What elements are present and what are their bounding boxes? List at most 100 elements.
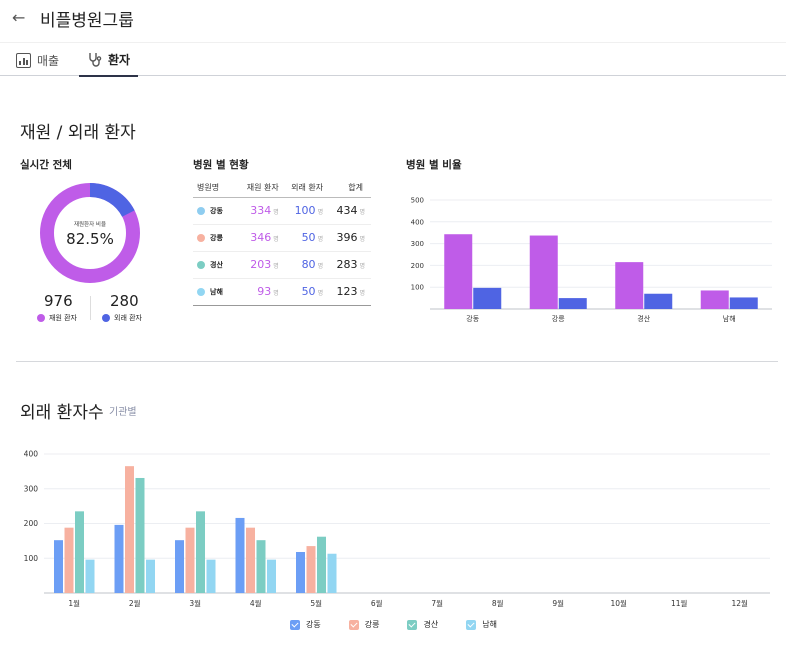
bar[interactable] (729, 297, 758, 309)
checkbox-icon[interactable] (466, 619, 477, 630)
outpatient-value: 100 (294, 204, 316, 217)
bar[interactable] (235, 517, 245, 593)
monthly-chart-legend: 강동 강릉 경산 남해 (290, 619, 497, 630)
total-value: 434 (336, 204, 358, 217)
bar[interactable] (185, 527, 195, 593)
hospital-name: 남해 (210, 287, 223, 296)
y-tick-label: 300 (411, 240, 424, 248)
col-header-in: 재원 환자 (234, 179, 279, 198)
outpatient-value: 50 (301, 285, 316, 298)
y-tick-label: 200 (24, 519, 39, 528)
hospital-color-dot (197, 206, 205, 215)
status-title: 병원 별 현황 (193, 159, 249, 171)
page-title: 비플병원그룹 (40, 11, 134, 31)
outpatient-cell: 80 명 (278, 251, 324, 279)
realtime-title: 실시간 전체 (20, 159, 72, 171)
bar[interactable] (125, 466, 134, 593)
unit-label: 명 (317, 236, 324, 243)
bar[interactable] (317, 536, 326, 593)
bar[interactable] (529, 235, 558, 309)
bar[interactable] (85, 559, 95, 593)
ratio-title: 병원 별 비율 (406, 159, 462, 171)
bar[interactable] (444, 234, 473, 309)
bar[interactable] (75, 511, 84, 593)
tab-patients[interactable]: 환자 (79, 43, 139, 77)
outpatient-value: 50 (301, 231, 316, 244)
hospital-name-cell: 강동 (193, 197, 235, 225)
legend-item[interactable]: 강릉 (348, 619, 380, 630)
outpatient-dot (102, 314, 110, 322)
checkbox-icon[interactable] (290, 619, 300, 630)
legend-item[interactable]: 남해 (466, 619, 497, 630)
unit-label: 명 (359, 263, 365, 270)
bar[interactable] (64, 527, 74, 593)
y-tick-label: 400 (24, 450, 39, 459)
legend-inpatient-label: 재원 환자 (49, 314, 77, 322)
legend-item[interactable]: 강동 (290, 619, 321, 630)
x-tick-label: 1월 (68, 598, 80, 608)
arrow-left-icon[interactable]: ← (12, 8, 26, 27)
inpatient-value: 93 (257, 285, 272, 298)
checkbox-icon[interactable] (407, 619, 418, 630)
bar[interactable] (114, 524, 124, 593)
tab-label: 환자 (108, 52, 131, 67)
x-tick-label: 남해 (723, 314, 736, 323)
table-row: 남해 93 명 50 명 123 명 (193, 278, 371, 306)
col-header-out: 외래 환자 (278, 179, 324, 198)
inpatient-count: 976 (44, 292, 73, 310)
hospital-name: 경산 (210, 260, 223, 269)
bar[interactable] (306, 546, 316, 593)
bar[interactable] (558, 298, 587, 309)
count-divider (90, 296, 91, 320)
hospital-name: 강동 (210, 206, 223, 215)
total-cell: 396 명 (323, 224, 371, 252)
hospital-color-dot (197, 287, 205, 296)
bar[interactable] (327, 553, 337, 593)
legend-label: 남해 (482, 620, 497, 629)
x-tick-label: 4월 (250, 598, 262, 608)
bar[interactable] (175, 540, 184, 593)
y-tick-label: 500 (411, 197, 424, 205)
bar[interactable] (700, 290, 729, 309)
bar[interactable] (54, 540, 63, 593)
bar[interactable] (246, 527, 255, 593)
outpatient-value: 80 (301, 258, 316, 271)
total-value: 396 (336, 231, 358, 244)
bar[interactable] (267, 559, 276, 593)
unit-label: 명 (317, 263, 324, 270)
hospital-name: 강릉 (210, 233, 223, 242)
bar[interactable] (206, 559, 216, 593)
unit-label: 명 (359, 290, 365, 297)
legend-label: 강릉 (364, 620, 380, 629)
hospital-name-cell: 강릉 (193, 224, 235, 252)
outpatient-cell: 50 명 (278, 278, 324, 306)
bar[interactable] (644, 293, 673, 309)
y-tick-label: 200 (411, 262, 424, 270)
col-header-name: 병원명 (193, 179, 235, 198)
checkbox-icon[interactable] (348, 619, 359, 630)
hospital-name-cell: 남해 (193, 278, 235, 306)
total-cell: 123 명 (323, 278, 371, 306)
section-subtitle: 기관별 (109, 407, 137, 418)
unit-label: 명 (359, 236, 365, 243)
bar[interactable] (135, 477, 145, 593)
bar[interactable] (473, 287, 502, 309)
ratio-bar-chart: 100 200 300 400 500 강동 강릉 경산 남해 (411, 197, 772, 323)
col-header-total: 합계 (323, 179, 371, 198)
bar[interactable] (196, 511, 205, 593)
unit-label: 명 (359, 209, 365, 216)
y-tick-label: 300 (24, 484, 39, 493)
tab-sales[interactable]: 매출 (16, 43, 59, 77)
bar[interactable] (256, 540, 266, 593)
outpatient-cell: 100 명 (278, 197, 324, 225)
legend-item[interactable]: 경산 (407, 619, 438, 630)
bar[interactable] (296, 551, 305, 593)
inpatient-cell: 93 명 (234, 278, 279, 306)
outpatient-cell: 50 명 (278, 224, 324, 252)
legend-inpatient: 재원 환자 (37, 313, 77, 323)
bar[interactable] (615, 262, 644, 309)
hospital-color-dot (197, 260, 205, 269)
x-tick-label: 12월 (732, 598, 749, 608)
section-title-outpatient: 외래 환자수 (20, 403, 104, 423)
bar[interactable] (146, 559, 155, 593)
